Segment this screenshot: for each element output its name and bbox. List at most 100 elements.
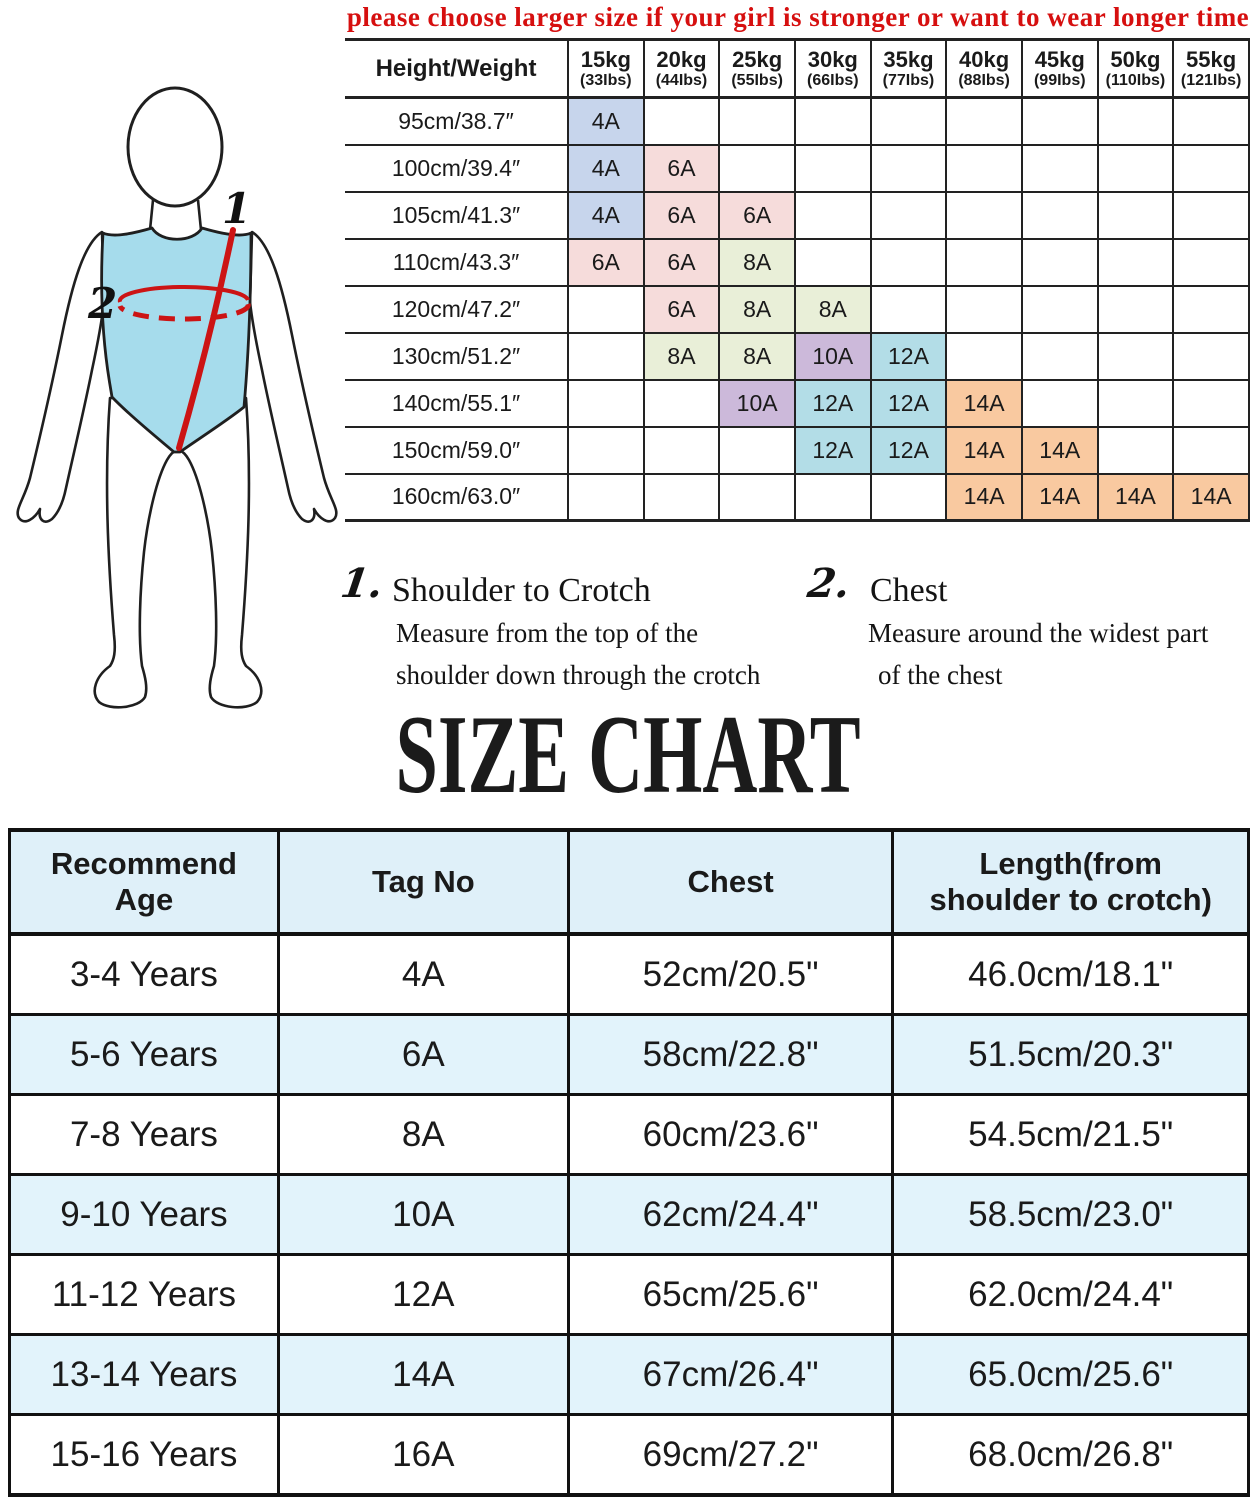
size-cell	[793, 96, 872, 146]
grid-weight-header: 35kg (77Ibs)	[869, 38, 948, 99]
height-label: 95cm/38.7″	[345, 96, 569, 146]
size-cell	[1096, 425, 1175, 475]
chest-line-solid	[117, 284, 250, 303]
size-cell: 6A	[718, 190, 796, 240]
height-label: 140cm/55.1″	[345, 378, 569, 428]
instruction-1-desc-line2: shoulder down through the crotch	[396, 660, 761, 690]
size-cell: 10A	[793, 331, 872, 381]
size-cell	[945, 143, 1023, 193]
tag-cell: 12A	[276, 1253, 570, 1336]
size-chart-row: 9-10 Years 10A 62cm/24.4" 58.5cm/23.0"	[8, 1173, 1250, 1256]
chest-cell: 67cm/26.4"	[566, 1333, 895, 1416]
size-cell	[567, 378, 645, 428]
size-cell	[793, 190, 872, 240]
length-cell: 46.0cm/18.1"	[891, 932, 1250, 1016]
size-cell	[1172, 237, 1250, 287]
size-cell: 6A	[642, 143, 721, 193]
size-cell	[1096, 284, 1175, 334]
size-chart-table: Recommend Age Tag No Chest Length(from shou…	[8, 828, 1250, 1497]
leotard	[100, 226, 253, 454]
size-cell: 14A	[1172, 472, 1250, 522]
weight-kg-label: 40kg	[959, 46, 1010, 72]
size-cell: 6A	[642, 190, 721, 240]
size-cell	[1096, 237, 1175, 287]
size-cell	[642, 378, 721, 428]
grid-weight-header: 40kg (88Ibs)	[945, 38, 1023, 99]
size-cell	[1020, 190, 1099, 240]
size-chart-row: 5-6 Years 6A 58cm/22.8" 51.5cm/20.3"	[8, 1013, 1250, 1096]
weight-lbs-label: (66Ibs)	[807, 71, 859, 89]
size-cell	[567, 331, 645, 381]
chest-cell: 65cm/25.6"	[566, 1253, 895, 1336]
size-cell	[1096, 190, 1175, 240]
body-figure-svg: 1 2	[16, 86, 338, 709]
grid-row: 100cm/39.4″ 4A 6A	[345, 143, 1250, 193]
size-cell	[1172, 284, 1250, 334]
size-cell: 6A	[642, 237, 721, 287]
grid-row: 130cm/51.2″ 8A 8A 10A 12A	[345, 331, 1250, 381]
grid-row: 95cm/38.7″ 4A	[345, 96, 1250, 146]
tag-cell: 6A	[276, 1013, 570, 1096]
size-cell	[718, 472, 796, 522]
size-cell	[1020, 331, 1099, 381]
size-cell	[1172, 190, 1250, 240]
size-cell	[1096, 331, 1175, 381]
weight-kg-label: 20kg	[656, 46, 707, 72]
length-cell: 51.5cm/20.3"	[891, 1013, 1250, 1096]
size-cell	[642, 96, 721, 146]
instruction-2-desc-line1: Measure around the widest part	[868, 618, 1209, 648]
size-cell: 14A	[945, 378, 1023, 428]
size-cell	[567, 472, 645, 522]
age-cell: 3-4 Years	[8, 932, 280, 1016]
grid-corner-label: Height/Weight	[345, 38, 569, 99]
size-cell	[945, 237, 1023, 287]
size-cell: 8A	[793, 284, 872, 334]
size-cell: 8A	[718, 237, 796, 287]
weight-lbs-label: (88Ibs)	[958, 71, 1010, 89]
size-cell	[567, 425, 645, 475]
size-cell	[1096, 378, 1175, 428]
size-chart-row: 7-8 Years 8A 60cm/23.6" 54.5cm/21.5"	[8, 1093, 1250, 1176]
size-chart-header-row: Recommend Age Tag No Chest Length(from shou…	[8, 828, 1250, 936]
size-cell: 14A	[1096, 472, 1175, 522]
size-cell: 12A	[793, 378, 872, 428]
grid-row: 150cm/59.0″ 12A 12A 14A 14A	[345, 425, 1250, 475]
size-cell: 10A	[718, 378, 796, 428]
size-advice-note: please choose larger size if your girl i…	[346, 2, 1250, 32]
weight-kg-label: 35kg	[883, 46, 934, 72]
weight-lbs-label: (55Ibs)	[731, 71, 783, 89]
grid-weight-header: 55kg (121Ibs)	[1172, 38, 1250, 99]
size-cell: 12A	[793, 425, 872, 475]
length-cell: 65.0cm/25.6"	[891, 1333, 1250, 1416]
size-cell	[1172, 96, 1250, 146]
figure-marker-2: 2	[87, 279, 117, 328]
size-cell: 4A	[567, 96, 645, 146]
chest-cell: 69cm/27.2"	[566, 1413, 895, 1497]
size-cell	[642, 472, 721, 522]
size-cell	[945, 284, 1023, 334]
right-arm	[248, 230, 338, 523]
tag-cell: 14A	[276, 1333, 570, 1416]
size-cell: 12A	[869, 378, 948, 428]
size-cell	[945, 331, 1023, 381]
size-cell	[1020, 237, 1099, 287]
grid-row: 160cm/63.0″ 14A 14A 14A 14A	[345, 472, 1250, 522]
size-cell	[1172, 425, 1250, 475]
size-chart-column-header: Chest	[566, 828, 895, 936]
age-cell: 11-12 Years	[8, 1253, 280, 1336]
size-cell	[718, 143, 796, 193]
weight-kg-label: 15kg	[580, 46, 631, 72]
size-chart-column-header: Length(from shoulder to crotch)	[891, 828, 1250, 936]
size-chart-column-header-text: Tag No	[371, 864, 475, 899]
height-label: 105cm/41.3″	[345, 190, 569, 240]
size-cell	[1096, 143, 1175, 193]
size-cell	[642, 425, 721, 475]
grid-row: 110cm/43.3″ 6A 6A 8A	[345, 237, 1250, 287]
size-cell	[793, 472, 872, 522]
weight-kg-label: 50kg	[1110, 46, 1161, 72]
size-cell: 6A	[567, 237, 645, 287]
shoulder-crotch-line	[176, 227, 236, 451]
weight-lbs-label: (110Ibs)	[1105, 71, 1166, 89]
height-label: 120cm/47.2″	[345, 284, 569, 334]
